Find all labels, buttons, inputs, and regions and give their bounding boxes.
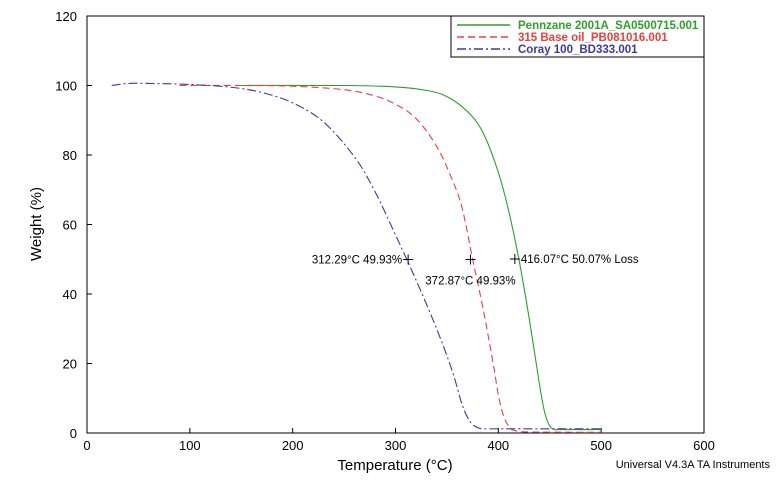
x-tick-label: 200 bbox=[282, 438, 304, 453]
series-line bbox=[111, 82, 602, 430]
y-tick-label: 60 bbox=[63, 218, 77, 233]
x-axis-title: Temperature (°C) bbox=[337, 457, 452, 474]
annotation-label: 372.87°C 49.93% bbox=[425, 275, 515, 287]
y-tick-label: 0 bbox=[70, 426, 77, 441]
x-tick-label: 300 bbox=[385, 438, 407, 453]
plot-area bbox=[86, 15, 705, 434]
series-layer bbox=[111, 82, 602, 433]
y-tick-label: 40 bbox=[63, 287, 77, 302]
axis-ticks: 0 100 200 300 400 500 600 0 20 40 60 80 100 120 bbox=[55, 9, 715, 453]
y-axis-title: Weight (%) bbox=[28, 187, 45, 261]
footer-text: Universal V4.3A TA Instruments bbox=[616, 459, 771, 471]
y-tick-label: 80 bbox=[63, 148, 77, 163]
legend-label: Coray 100_BD333.001 bbox=[518, 44, 638, 56]
annotation-label: 416.07°C 50.07% Loss bbox=[521, 254, 639, 266]
annotation-label: 312.29°C 49.93% bbox=[312, 254, 402, 266]
annotation-layer: 312.29°C 49.93% 372.87°C 49.93% 416.07°C 5… bbox=[312, 254, 639, 287]
y-tick-label: 100 bbox=[55, 79, 77, 94]
x-tick-label: 600 bbox=[693, 438, 715, 453]
x-tick-label: 400 bbox=[487, 438, 509, 453]
x-tick-label: 100 bbox=[179, 438, 201, 453]
series-line bbox=[179, 84, 602, 433]
legend-label: Pennzane 2001A_SA0500715.001 bbox=[518, 20, 699, 32]
y-tick-label: 20 bbox=[63, 357, 77, 372]
legend-label: 315 Base oil_PB081016.001 bbox=[518, 32, 668, 44]
x-tick-label: 0 bbox=[83, 438, 90, 453]
y-tick-label: 120 bbox=[55, 9, 77, 24]
x-tick-label: 500 bbox=[590, 438, 612, 453]
series-line bbox=[241, 84, 602, 431]
